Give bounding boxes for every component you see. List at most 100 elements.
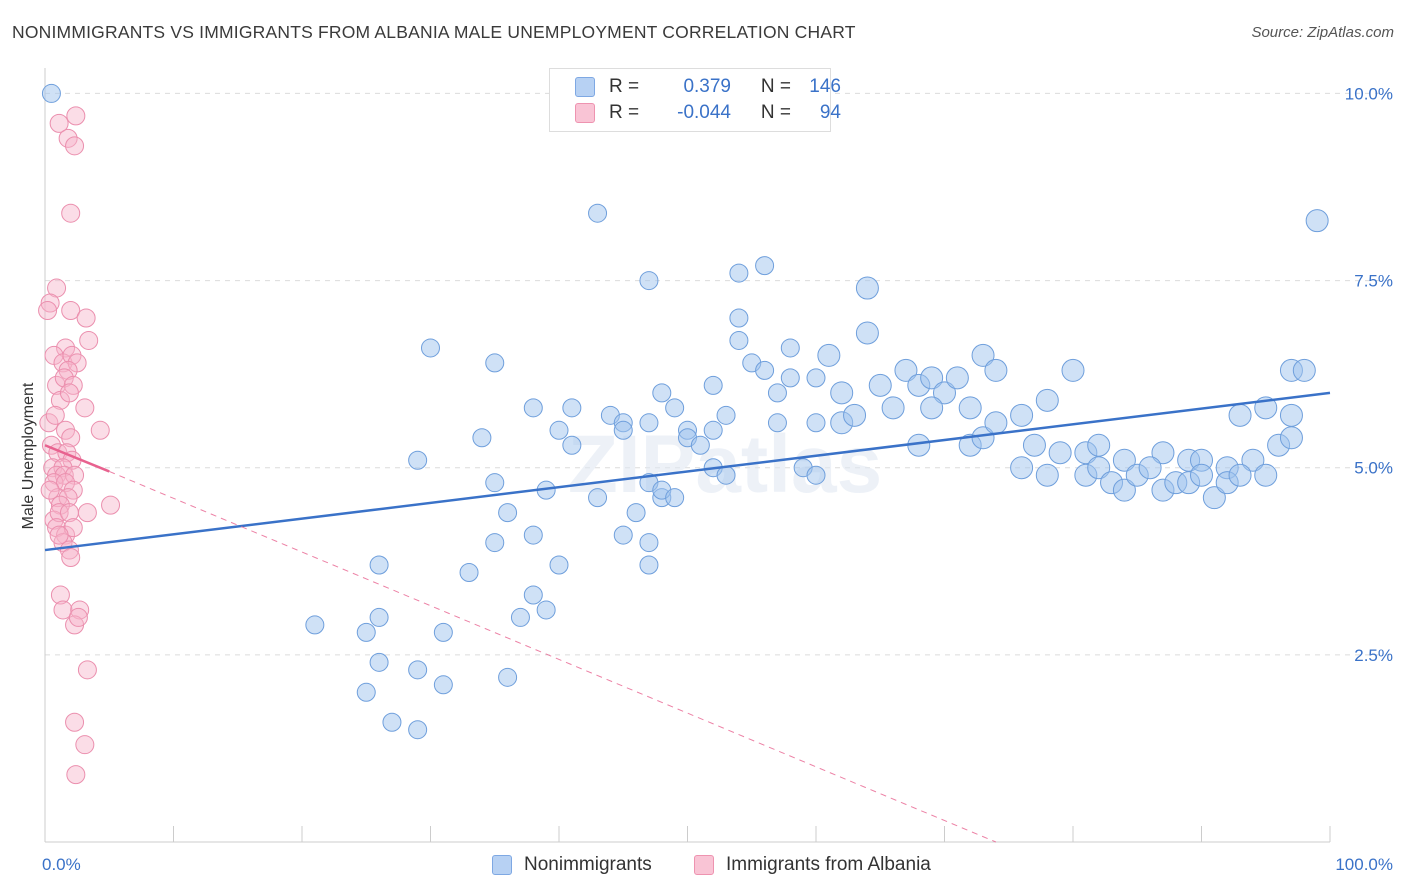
nonimmigrant-point (933, 381, 956, 405)
n-label: N = (760, 102, 791, 123)
nonimmigrant-point (369, 652, 389, 672)
immigrant-point (61, 203, 81, 223)
nonimmigrant-point (485, 353, 505, 373)
nonimmigrant-point (369, 555, 389, 575)
nonimmigrant-point (780, 338, 800, 358)
immigrant-point (77, 503, 97, 523)
immigrant-point (56, 338, 76, 358)
nonimmigrant-point (1228, 463, 1252, 487)
nonimmigrant-point (806, 413, 826, 433)
r-label: R = (609, 76, 640, 97)
nonimmigrant-point (639, 533, 659, 553)
nonimmigrant-point (639, 413, 659, 433)
y-tick-label: 7.5% (1354, 272, 1393, 291)
nonimmigrant-point (1112, 448, 1136, 472)
nonimmigrant-point (945, 366, 969, 390)
nonimmigrant-point (703, 375, 723, 395)
nonimmigrant-point (729, 263, 749, 283)
nonimmigrant-point (408, 450, 428, 470)
nonimmigrant-point (472, 428, 492, 448)
source-credit: Source: ZipAtlas.com (1251, 24, 1394, 41)
nonimmigrant-point (536, 600, 556, 620)
x-tick-label-min: 0.0% (42, 855, 81, 874)
immigrant-point (49, 525, 69, 545)
immigrant-point (56, 525, 76, 545)
nonimmigrant-point (894, 358, 918, 382)
nonimmigrant-point (562, 398, 582, 418)
legend-item-immigrants[interactable]: Immigrants from Albania (694, 852, 931, 878)
nonimmigrant-point (767, 383, 787, 403)
nonimmigrant-point (549, 420, 569, 440)
nonimmigrant-point (1190, 463, 1213, 487)
nonimmigrant-point (1048, 441, 1072, 465)
nonimmigrant-point (1279, 426, 1303, 450)
immigrant-point (65, 136, 85, 156)
nonimmigrant-point (408, 660, 428, 680)
nonimmigrant-point (485, 473, 505, 493)
nonimmigrant-point (971, 343, 995, 367)
legend-item-nonimmigrants[interactable]: Nonimmigrants (492, 852, 652, 878)
nonimmigrant-point (523, 585, 543, 605)
nonimmigrant-point (984, 411, 1008, 435)
nonimmigrant-point (690, 435, 710, 455)
nonimmigrant-point (562, 435, 582, 455)
nonimmigrant-point (1305, 209, 1329, 233)
immigrant-point (61, 301, 81, 321)
legend-row-nonimmigrants: R = 0.379 N = 146 (575, 75, 841, 99)
nonimmigrant-point (1087, 433, 1111, 457)
nonimmigrant-point (780, 368, 800, 388)
nonimmigrant-point (1010, 456, 1034, 480)
nonimmigrant-point (855, 276, 879, 300)
nonimmigrant-point (433, 622, 453, 642)
nonimmigrant-point (421, 338, 440, 358)
nonimmigrant-point (549, 555, 569, 575)
nonimmigrants-points (41, 83, 1329, 740)
nonimmigrant-point (510, 607, 530, 627)
nonimmigrant-point (716, 405, 736, 425)
nonimmigrant-point (806, 368, 826, 388)
immigrant-point (70, 600, 90, 620)
nonimmigrant-point (356, 622, 376, 642)
nonimmigrant-point (1061, 358, 1085, 382)
nonimmigrant-point (1112, 478, 1136, 502)
immigrant-point (66, 765, 86, 785)
nonimmigrant-point (729, 330, 749, 350)
blue-swatch-icon (575, 77, 595, 97)
immigrant-point (49, 503, 69, 523)
immigrant-point (61, 548, 81, 568)
nonimmigrant-point (613, 525, 633, 545)
immigrant-point (49, 113, 69, 133)
immigrants-trend-line (44, 444, 110, 473)
nonimmigrant-point (665, 398, 685, 418)
nonimmigrant-point (588, 488, 608, 508)
immigrant-point (38, 301, 58, 321)
immigrant-point (61, 428, 81, 448)
nonimmigrant-point (716, 465, 736, 485)
nonimmigrant-point (755, 360, 775, 380)
nonimmigrant-point (613, 420, 633, 440)
nonimmigrants-trend-line (44, 391, 1331, 552)
immigrant-point (75, 735, 95, 755)
immigrant-point (53, 600, 73, 620)
nonimmigrant-point (1241, 448, 1265, 472)
x-tick-label-max: 100.0% (1335, 855, 1393, 874)
gridlines (45, 92, 1392, 656)
nonimmigrant-point (855, 321, 879, 345)
immigrants-trend-extension (109, 470, 997, 843)
immigrant-point (75, 398, 95, 418)
nonimmigrant-point (1254, 463, 1278, 487)
nonimmigrant-point (843, 403, 867, 427)
nonimmigrant-point (485, 533, 505, 553)
nonimmigrant-point (356, 682, 376, 702)
nonimmigrant-point (652, 383, 672, 403)
y-tick-label: 2.5% (1354, 646, 1393, 665)
r-label: R = (609, 102, 640, 123)
chart-title: NONIMMIGRANTS VS IMMIGRANTS FROM ALBANIA… (12, 22, 856, 42)
nonimmigrant-point (498, 667, 518, 687)
blue-swatch-icon (492, 855, 512, 875)
y-tick-label: 5.0% (1354, 459, 1393, 478)
immigrant-point (40, 480, 60, 500)
immigrant-point (39, 413, 59, 433)
nonimmigrant-point (984, 358, 1008, 382)
